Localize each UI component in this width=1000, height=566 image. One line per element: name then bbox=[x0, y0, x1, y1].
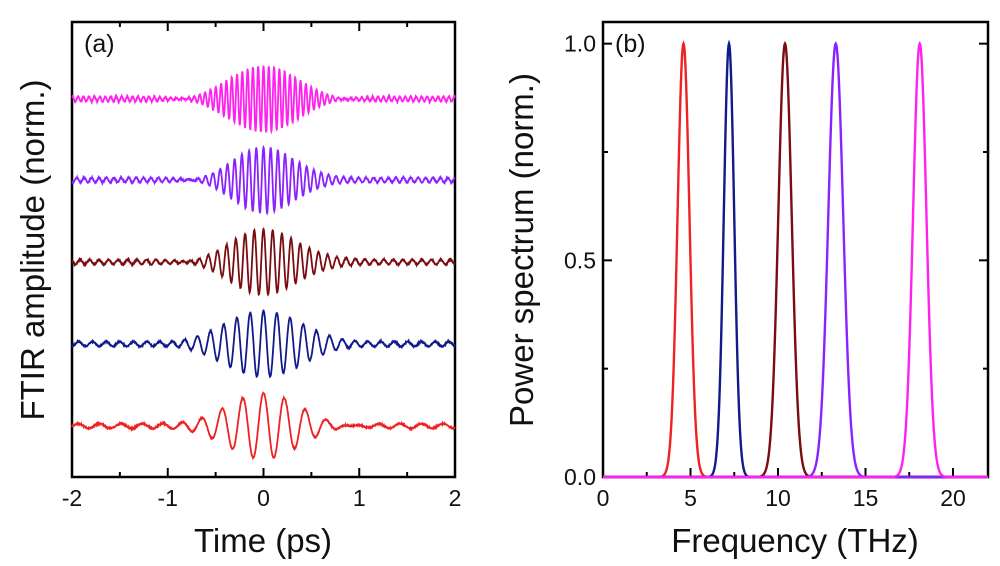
panel-a-label: (a) bbox=[84, 30, 115, 58]
panel-b-y-axis-label: Power spectrum (norm.) bbox=[503, 73, 540, 427]
x-tick-label: 0 bbox=[257, 485, 270, 511]
spectrum-0 bbox=[603, 40, 988, 479]
panel-b: 0 5 10 15 20 0.0 0.5 1.0 (b) Frequency (THz) Po… bbox=[503, 20, 990, 559]
y-tick-label: 0.0 bbox=[564, 464, 596, 490]
panel-a-x-axis-label: Time (ps) bbox=[194, 522, 332, 559]
y-tick-label: 1.0 bbox=[564, 31, 596, 57]
panel-a-frame bbox=[70, 20, 457, 479]
x-tick-label: 5 bbox=[684, 485, 697, 511]
x-tick-label: -2 bbox=[62, 485, 82, 511]
x-tick-label: 2 bbox=[449, 485, 462, 511]
time-trace-4 bbox=[71, 391, 456, 460]
time-trace-2 bbox=[71, 227, 456, 297]
spectrum-3 bbox=[603, 41, 988, 479]
time-trace-1 bbox=[71, 144, 456, 216]
x-tick-label: 15 bbox=[853, 485, 879, 511]
x-tick-label: 10 bbox=[765, 485, 791, 511]
panel-a-y-axis-label: FTIR amplitude (norm.) bbox=[14, 79, 51, 420]
y-tick-label: 0.5 bbox=[564, 247, 596, 273]
x-tick-label: 1 bbox=[353, 485, 366, 511]
time-trace-0 bbox=[71, 65, 456, 135]
time-trace-3 bbox=[71, 309, 456, 379]
x-tick-label: 0 bbox=[597, 485, 610, 511]
panel-b-frame bbox=[601, 20, 990, 479]
panel-b-x-axis-label: Frequency (THz) bbox=[671, 522, 919, 559]
panel-b-label: (b) bbox=[615, 30, 646, 58]
spectrum-1 bbox=[603, 39, 988, 479]
x-tick-label: 20 bbox=[940, 485, 966, 511]
x-tick-label: -1 bbox=[158, 485, 178, 511]
panel-a: -2 -1 0 1 2 (a) Time (ps) FTIR amplitude (no… bbox=[14, 20, 462, 559]
spectrum-2 bbox=[603, 40, 988, 479]
spectrum-4 bbox=[603, 40, 988, 479]
